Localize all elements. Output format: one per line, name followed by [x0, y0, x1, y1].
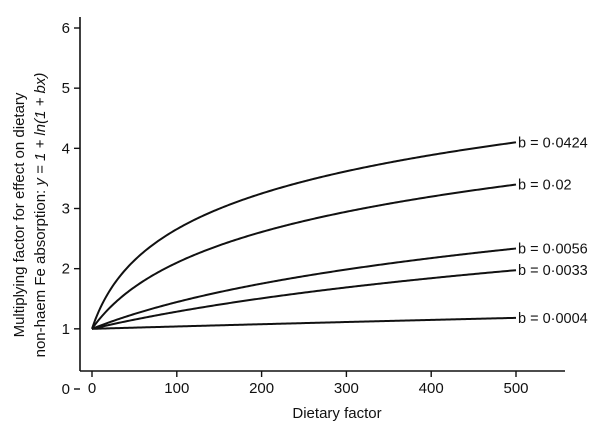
y-axis-label-line2: non-haem Fe absorption: y = 1 + ln(1 + b…: [32, 73, 49, 358]
y-tick-label: 3: [62, 201, 70, 218]
y-ticks: 0 1 2 3 4 5 6: [62, 20, 80, 398]
y-axis-label-line2-prefix: non-haem Fe absorption:: [32, 186, 49, 358]
axes: [79, 17, 565, 372]
y-axis-label-formula: y = 1 + ln(1 + bx): [32, 73, 49, 187]
x-ticks: 0 100 200 300 400 500: [88, 371, 529, 397]
x-tick-label: 500: [503, 380, 528, 397]
y-tick-label: 2: [62, 261, 70, 278]
series-label: b = 0·0424: [518, 135, 588, 151]
y-tick-label: 4: [62, 140, 70, 157]
x-tick-label: 100: [164, 380, 189, 397]
series-label: b = 0·0004: [518, 311, 588, 327]
series-line: [91, 183, 517, 330]
series-label: b = 0·02: [518, 178, 572, 194]
y-axis-label: Multiplying factor for effect on dietary…: [11, 73, 49, 358]
x-tick-label: 200: [249, 380, 274, 397]
series-line: [91, 141, 517, 330]
series-label: b = 0·0056: [518, 242, 588, 258]
series-line: [91, 247, 517, 330]
y-tick-label: 6: [62, 20, 70, 37]
series-labels: b = 0·0424 b = 0·02 b = 0·0056 b = 0·0033 b …: [518, 135, 588, 327]
x-tick-label: 300: [334, 380, 359, 397]
curves: [91, 141, 517, 330]
y-axis-label-line1: Multiplying factor for effect on dietary: [11, 92, 28, 337]
series-line: [91, 316, 517, 330]
y-tick-label: 0: [62, 381, 70, 398]
series-label: b = 0·0033: [518, 263, 588, 279]
series-line: [91, 269, 517, 330]
x-tick-label: 0: [88, 380, 96, 397]
y-tick-label: 5: [62, 80, 70, 97]
x-axis-label: Dietary factor: [292, 405, 381, 422]
y-tick-label: 1: [62, 321, 70, 338]
x-tick-label: 400: [419, 380, 444, 397]
